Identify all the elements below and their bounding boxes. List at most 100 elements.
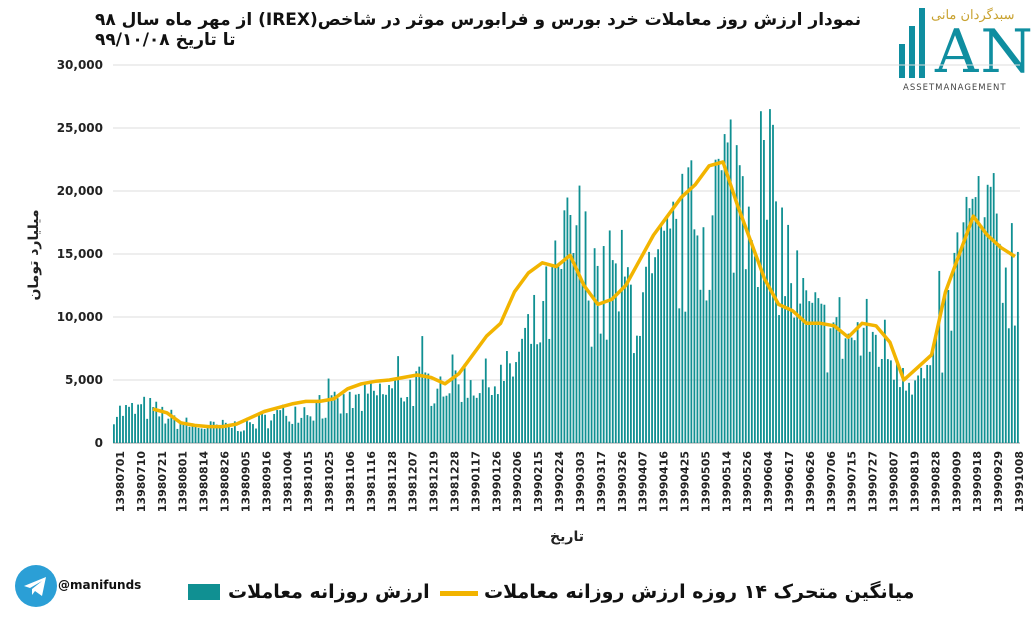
- bar: [122, 415, 124, 443]
- bar: [116, 416, 118, 443]
- bar: [720, 170, 723, 444]
- bar: [472, 395, 475, 443]
- bar: [959, 250, 962, 443]
- bar: [805, 290, 808, 443]
- telegram-icon[interactable]: [15, 565, 57, 607]
- bar: [971, 198, 974, 443]
- bar: [602, 246, 605, 443]
- bar: [315, 401, 318, 443]
- bar: [409, 379, 412, 443]
- bar: [376, 395, 378, 443]
- y-tick-label: 5,000: [65, 373, 103, 387]
- bar: [862, 327, 865, 443]
- bar: [545, 266, 548, 443]
- bar: [291, 423, 294, 443]
- bar: [503, 380, 505, 443]
- bar: [294, 406, 297, 443]
- bar: [983, 217, 986, 443]
- bar: [853, 340, 856, 443]
- y-axis-label: میلیارد تومان: [26, 209, 42, 300]
- bar: [448, 393, 451, 443]
- bar: [775, 201, 777, 443]
- bar: [874, 334, 877, 443]
- chart-title: نمودار ارزش روز معاملات خرد بورس و فرابو…: [95, 10, 862, 50]
- bar: [633, 353, 635, 443]
- bar: [847, 333, 850, 443]
- bar: [723, 134, 726, 443]
- bar: [246, 417, 248, 443]
- bar: [995, 213, 998, 443]
- bar: [929, 365, 932, 443]
- bar: [194, 426, 197, 443]
- bar: [832, 322, 835, 443]
- bar: [170, 409, 173, 443]
- bar: [224, 422, 227, 443]
- bar: [179, 421, 182, 443]
- bar: [454, 370, 457, 443]
- bar-series: [113, 109, 1019, 444]
- bar: [732, 272, 735, 443]
- bar: [868, 351, 871, 443]
- bar: [288, 421, 291, 443]
- bar: [188, 426, 191, 443]
- bar: [648, 251, 650, 443]
- legend-swatch-bars: [188, 584, 220, 600]
- bar: [620, 229, 623, 443]
- bar: [911, 394, 913, 443]
- bar: [651, 273, 653, 443]
- x-tick-label: 13990617: [783, 451, 796, 512]
- bar: [463, 363, 466, 443]
- bar: [778, 315, 780, 443]
- bar: [342, 394, 345, 443]
- bar: [669, 228, 672, 443]
- bar: [475, 397, 478, 443]
- bar: [518, 351, 520, 443]
- bar: [300, 417, 303, 443]
- logo-letters: ANI: [935, 17, 1035, 87]
- bar: [977, 176, 980, 443]
- x-tick-label: 13990604: [762, 451, 775, 513]
- bar: [363, 382, 366, 443]
- bar: [282, 404, 285, 443]
- bar: [781, 207, 783, 443]
- x-tick-label: 13990416: [658, 451, 671, 513]
- bar: [418, 366, 421, 443]
- bar: [391, 388, 393, 443]
- bar: [569, 214, 572, 443]
- bar: [693, 229, 696, 443]
- bar: [968, 208, 971, 443]
- bar: [932, 346, 935, 443]
- bar: [790, 283, 793, 443]
- bar: [360, 410, 363, 443]
- bar: [636, 335, 638, 443]
- bar: [608, 230, 611, 443]
- bar: [285, 415, 288, 443]
- bar: [965, 196, 968, 443]
- bar: [524, 327, 526, 443]
- bar: [264, 414, 266, 443]
- bar: [158, 416, 161, 443]
- bar: [466, 397, 469, 443]
- bar: [267, 428, 270, 443]
- bar: [415, 371, 418, 443]
- telegram-handle[interactable]: @manifunds: [58, 578, 142, 592]
- bar: [134, 413, 136, 443]
- x-tick-label: 13990126: [490, 451, 503, 513]
- bar: [808, 301, 811, 443]
- bar: [515, 362, 517, 443]
- bar: [345, 413, 348, 443]
- x-tick-label: 13980826: [219, 451, 232, 513]
- bar: [273, 413, 276, 443]
- bar: [896, 358, 898, 443]
- bar: [394, 379, 396, 443]
- bar: [554, 240, 557, 443]
- x-tick-label: 13990706: [825, 451, 838, 513]
- bar: [690, 160, 693, 443]
- bar: [769, 109, 771, 443]
- bar: [992, 173, 995, 443]
- bar: [481, 379, 484, 443]
- bar: [814, 292, 817, 443]
- bar: [826, 372, 829, 443]
- bar: [756, 287, 759, 443]
- bar: [717, 158, 720, 444]
